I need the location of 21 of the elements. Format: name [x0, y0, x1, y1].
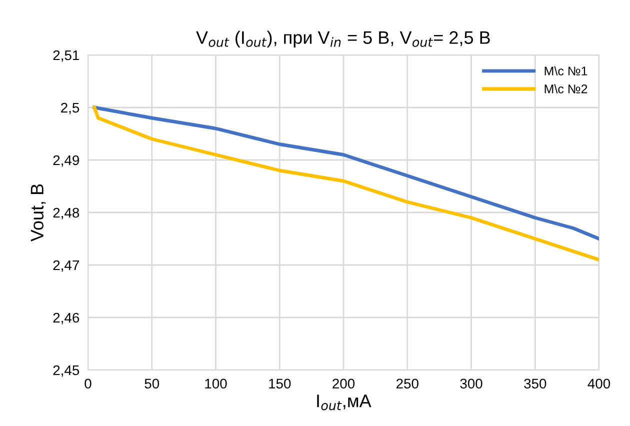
y-tick-label: 2,48 — [53, 208, 80, 220]
x-tick-label: 300 — [460, 378, 482, 389]
y-tick-label: 2,5 — [61, 102, 80, 114]
legend-label: M\c №2 — [544, 84, 588, 94]
y-axis-title: Vout, В — [30, 184, 46, 242]
y-tick-label: 2,47 — [53, 260, 79, 272]
x-tick-label: 200 — [332, 378, 355, 389]
x-tick-label: 0 — [84, 378, 92, 389]
y-tick-label: 2,46 — [53, 312, 80, 324]
x-tick-label: 250 — [396, 378, 418, 389]
x-tick-label: 150 — [269, 378, 291, 389]
legend-label: M\c №1 — [544, 66, 588, 76]
x-tick-label: 50 — [144, 378, 160, 389]
y-tick-label: 2,45 — [53, 365, 80, 377]
chart-title: V$_{out}$ (I$_{out}$), при V$_{in}$ = 5 В, V$_{out}$= 2,5 В — [196, 30, 490, 48]
y-tick-label: 2,49 — [53, 155, 80, 167]
x-axis-title: I$_{out}$,мА — [317, 394, 372, 410]
y-tick-label: 2,51 — [53, 50, 79, 62]
x-tick-label: 400 — [588, 378, 610, 389]
x-tick-label: 100 — [205, 378, 227, 389]
x-tick-label: 350 — [524, 378, 546, 389]
